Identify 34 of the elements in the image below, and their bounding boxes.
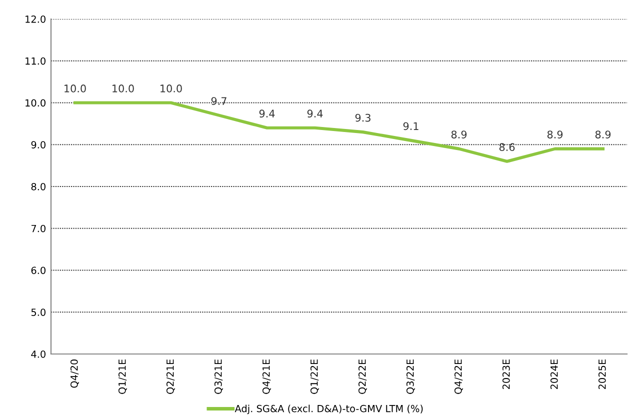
y-tick-label: 4.0 [31, 350, 46, 358]
legend-label: Adj. SG&A (excl. D&A)-to-GMV LTM (%) [234, 404, 423, 414]
y-tick-label: 6.0 [31, 266, 46, 274]
x-tick-label: Q4/21E [262, 359, 271, 394]
data-label: 10.0 [160, 84, 182, 92]
x-tick-label: Q2/22E [358, 359, 367, 394]
data-label: 8.9 [451, 130, 467, 138]
x-tick-label: Q1/22E [310, 359, 319, 394]
y-tick-label: 12.0 [26, 15, 46, 23]
data-label: 9.4 [259, 110, 275, 118]
data-label: 9.4 [307, 110, 323, 118]
x-tick-label: Q3/21E [214, 359, 223, 394]
y-tick-label: 9.0 [31, 141, 46, 148]
x-tick-label: Q1/21E [118, 359, 127, 394]
data-label: 8.9 [547, 130, 563, 138]
data-label: 9.1 [403, 122, 418, 130]
y-tick-label: 11.0 [26, 57, 46, 65]
data-label: 8.6 [499, 143, 515, 152]
x-tick-label: Q3/22E [406, 359, 415, 394]
x-tick-label: 2024E [550, 359, 558, 390]
y-tick-label: 5.0 [31, 308, 46, 316]
x-tick-label: Q4/20 [70, 360, 79, 388]
x-tick-label: Q2/21E [166, 359, 175, 394]
data-label: 10.0 [112, 84, 134, 92]
data-label: 9.7 [211, 97, 226, 105]
y-tick-label: 8.0 [31, 182, 46, 190]
data-label: 9.3 [355, 114, 370, 122]
x-tick-label: Q4/22E [454, 359, 463, 394]
x-tick-label: 2023E [502, 359, 510, 390]
data-label: 8.9 [595, 130, 611, 138]
x-tick-label: 2025E [598, 359, 606, 390]
y-tick-label: 10.0 [26, 99, 46, 107]
data-label: 10.0 [64, 84, 86, 92]
y-tick-label: 7.0 [31, 224, 46, 232]
